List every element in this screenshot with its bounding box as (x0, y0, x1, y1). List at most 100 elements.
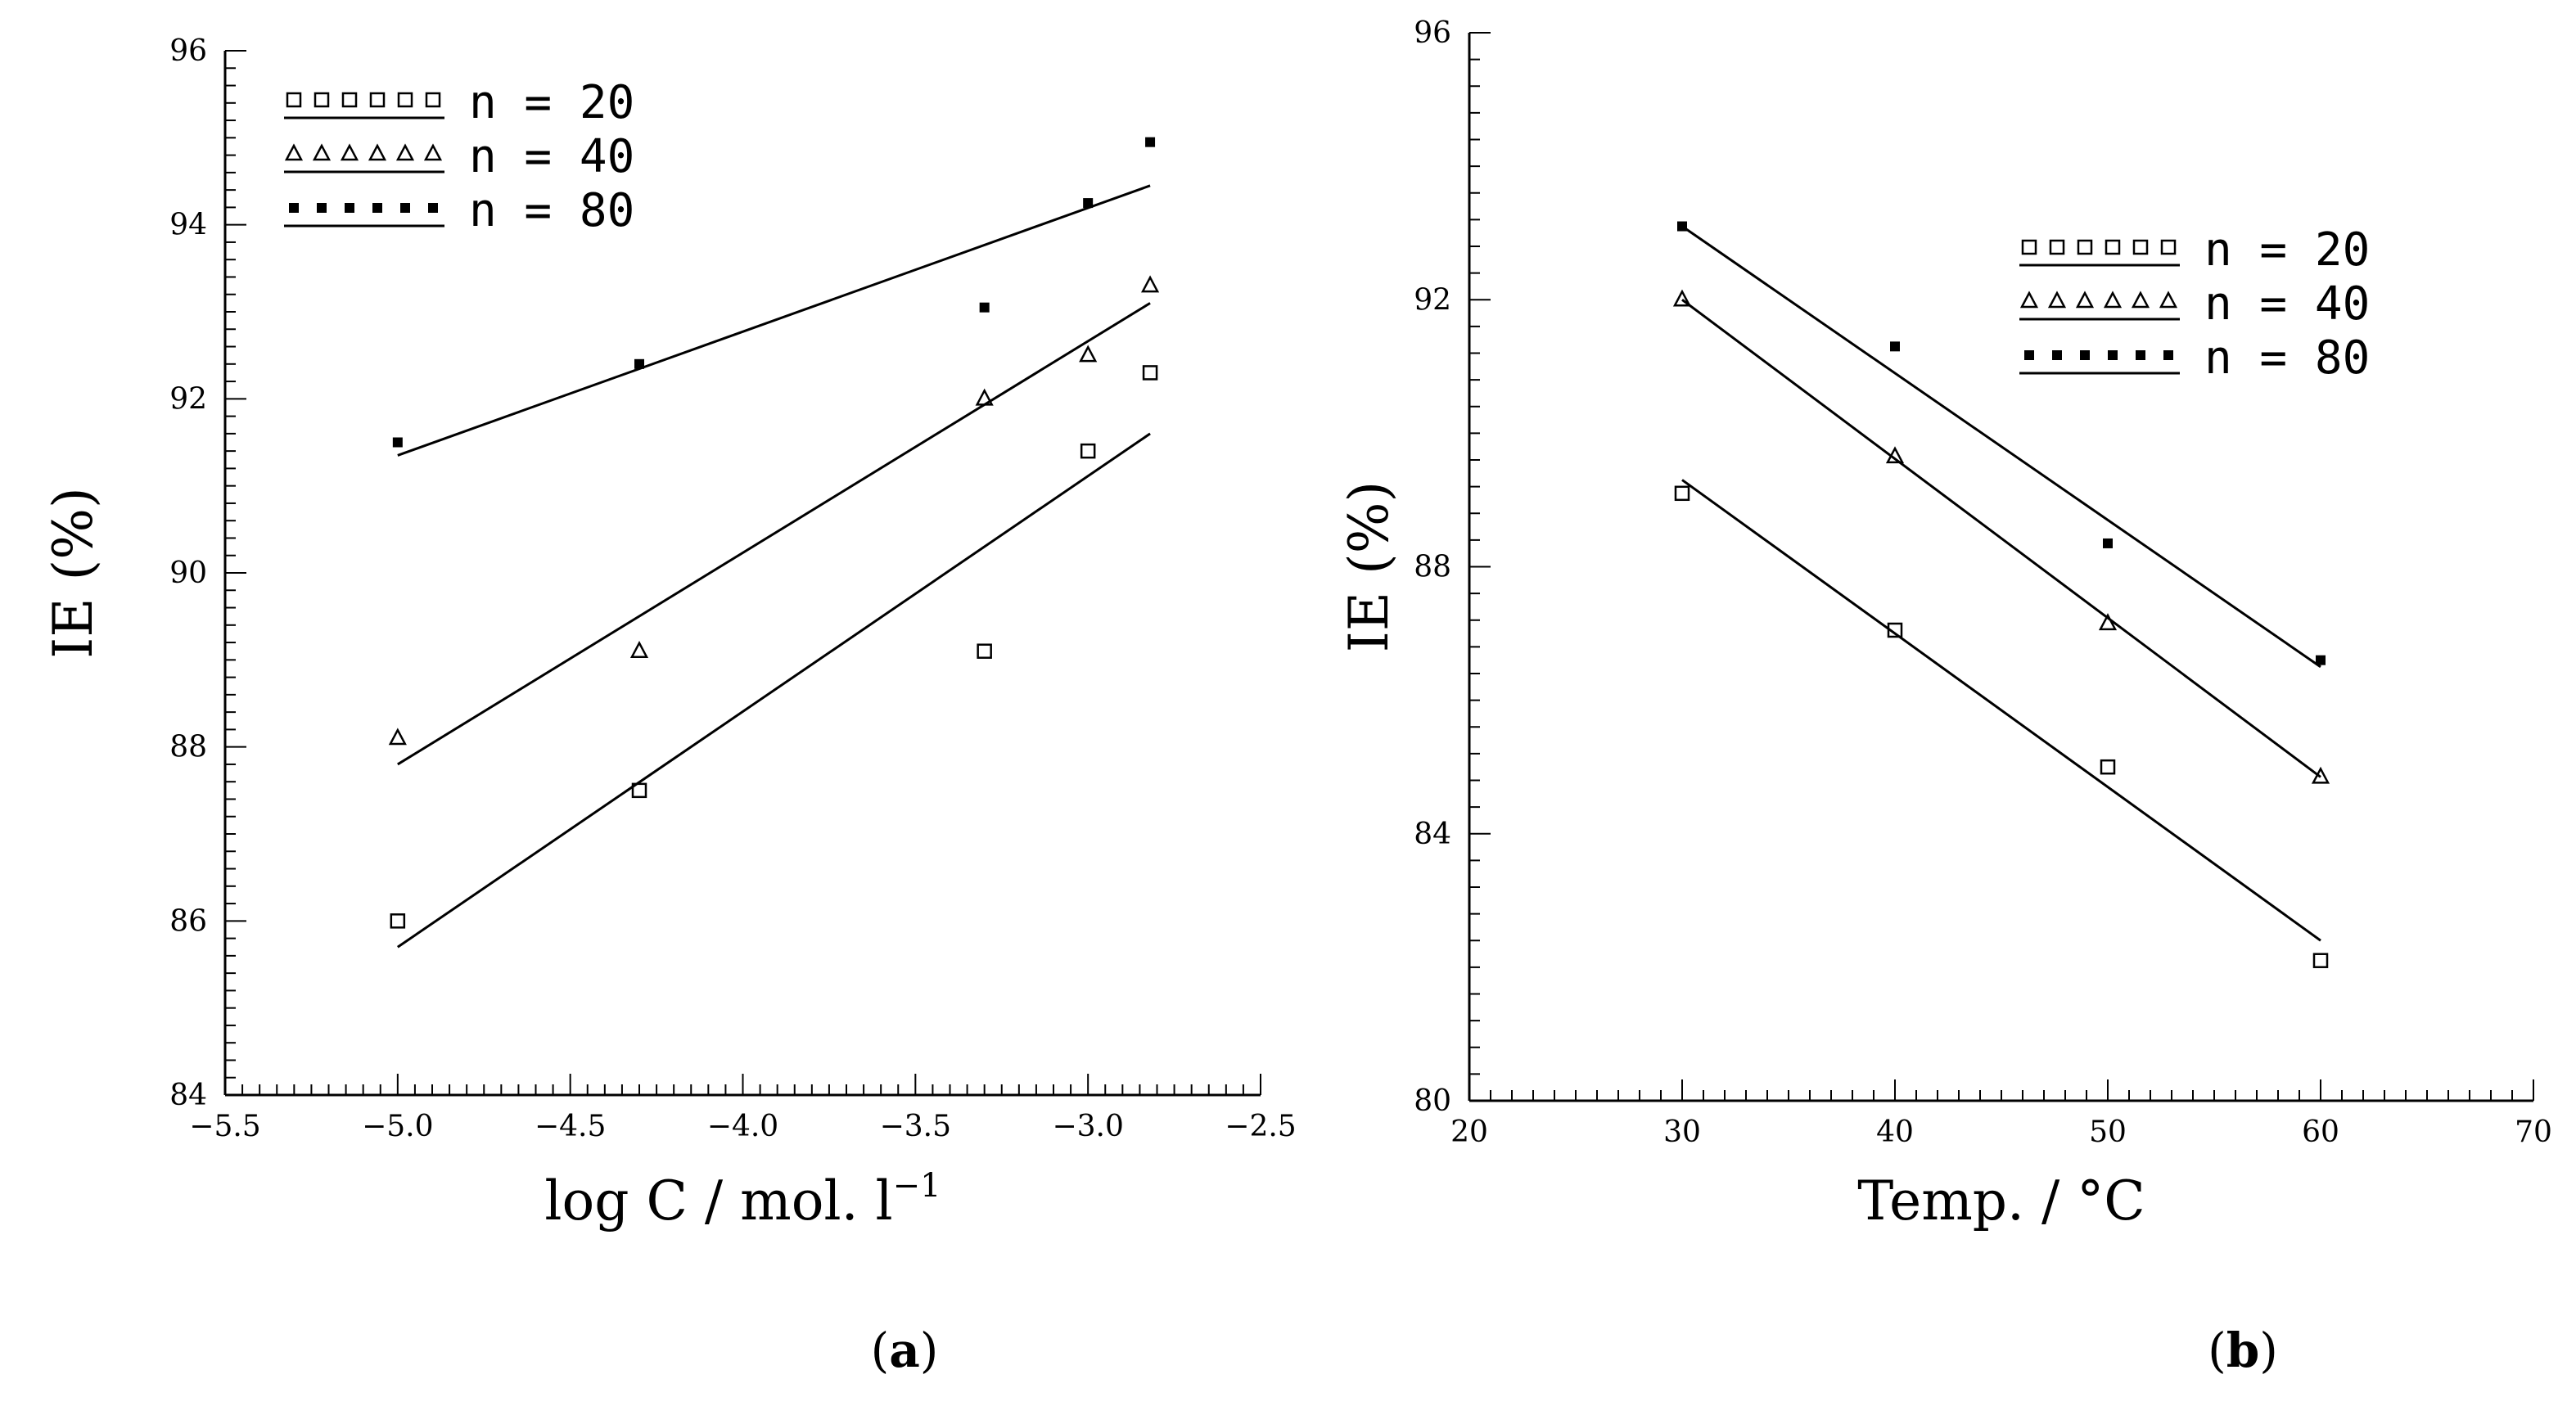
y-tick-label: 96 (1414, 16, 1451, 50)
legend-marker (2108, 350, 2118, 360)
legend-marker (423, 143, 443, 161)
legend-marker (2159, 291, 2178, 309)
series-square (390, 365, 1158, 949)
panel-label-open: ( (2208, 1323, 2226, 1378)
legend-marker (289, 203, 299, 213)
legend-marker (397, 92, 413, 108)
x-tick-label: −2.5 (1225, 1110, 1296, 1143)
legend-marker (2052, 350, 2062, 360)
data-point (392, 437, 403, 448)
chart-panel-b: 20 30 40 50 60 70 80 84 88 92 96 n = 20n = 40n = 80… (1338, 16, 2552, 1378)
x-axis-label-superscript: −1 (893, 1167, 941, 1205)
legend-marker (400, 203, 410, 213)
x-tick-label: −4.5 (535, 1110, 606, 1143)
legend-marker (2163, 350, 2173, 360)
y-axis-label: IE (%) (1338, 481, 1401, 652)
legend-marker (341, 92, 358, 108)
legend-label: n = 20 (469, 76, 634, 129)
data-point (2312, 953, 2329, 968)
x-tick-label: 60 (2302, 1115, 2339, 1149)
legend-marker (286, 92, 302, 108)
data-point (1080, 443, 1096, 459)
data-point (977, 643, 992, 659)
legend-marker (2049, 239, 2065, 255)
legend-marker (372, 203, 382, 213)
data-point (1890, 341, 1900, 352)
x-tick-label: −4.0 (707, 1110, 778, 1143)
legend: n = 20n = 40n = 80 (284, 76, 634, 237)
data-point (1674, 485, 1690, 502)
data-point (2311, 766, 2330, 784)
legend-marker (428, 203, 438, 213)
data-point (2103, 538, 2113, 548)
legend-marker (369, 92, 386, 108)
y-tick-label: 90 (169, 557, 207, 590)
legend: n = 20n = 40n = 80 (2019, 223, 2370, 385)
legend-marker (425, 92, 441, 108)
chart-panel-a: −5.5 −5.0 −4.5 −4.0 −3.5 −3.0 −2.5 84 86 88 90 92 94… (42, 34, 1297, 1378)
legend-marker (2021, 239, 2037, 255)
legend-marker (2160, 239, 2177, 255)
x-tick-label: −5.0 (362, 1110, 433, 1143)
legend-marker (312, 143, 332, 161)
series-dot (392, 137, 1156, 457)
y-tick-label: 84 (1414, 818, 1451, 851)
legend-marker (2132, 239, 2149, 255)
data-point (1887, 622, 1903, 638)
x-tick-label: −3.0 (1052, 1110, 1123, 1143)
data-point (2316, 655, 2326, 665)
fit-line (397, 184, 1151, 457)
legend-marker (2077, 239, 2093, 255)
x-tick-label: 40 (1876, 1115, 1914, 1149)
panel-label-letter: a (889, 1323, 920, 1378)
y-tick-label: 88 (1414, 551, 1451, 584)
legend-marker (2024, 350, 2034, 360)
legend-marker (2131, 291, 2150, 309)
legend-marker (395, 143, 415, 161)
x-tick-label: −3.5 (880, 1110, 951, 1143)
series-dot (1677, 221, 2326, 669)
fit-line (1681, 225, 2321, 669)
data-point (1677, 221, 1687, 232)
x-tick-label: 30 (1663, 1115, 1701, 1149)
y-tick-label: 84 (169, 1079, 207, 1112)
data-point (1142, 365, 1158, 381)
data-point (1145, 137, 1156, 147)
data-point (1083, 198, 1094, 209)
x-axis-label: log C / mol. l−1 (544, 1167, 941, 1233)
series-triangle (1672, 289, 2330, 784)
x-tick-label: −5.5 (189, 1110, 260, 1143)
y-tick-label: 92 (169, 382, 207, 416)
y-tick-label: 92 (1414, 283, 1451, 317)
data-point (1079, 345, 1098, 363)
legend-marker (317, 203, 327, 213)
series-triangle (388, 275, 1160, 766)
panel-label-close: ) (2259, 1323, 2278, 1378)
x-axis-label: Temp. / °C (1857, 1169, 2145, 1233)
y-axis-label: IE (%) (42, 487, 105, 658)
data-point (388, 728, 407, 746)
legend-marker (368, 143, 387, 161)
panel-label: (a) (871, 1323, 939, 1378)
panel-label-open: ( (871, 1323, 890, 1378)
x-axis-label-text: Temp. / °C (1857, 1169, 2145, 1233)
data-point (1672, 289, 1692, 307)
legend-marker (340, 143, 359, 161)
data-point (2098, 613, 2118, 631)
panel-label-letter: b (2226, 1323, 2260, 1378)
legend-marker (2047, 291, 2067, 309)
x-axis-label-text: log C / mol. l (544, 1169, 892, 1233)
y-tick-label: 86 (169, 904, 207, 938)
data-point (979, 302, 990, 313)
legend-marker (2075, 291, 2095, 309)
legend-marker (2136, 350, 2145, 360)
data-point (1885, 446, 1905, 464)
x-tick-label: 70 (2515, 1115, 2552, 1149)
legend-marker (2019, 291, 2039, 309)
y-tick-label: 88 (169, 731, 207, 764)
series-square (1674, 479, 2329, 968)
data-point (629, 641, 649, 658)
fit-line (1681, 479, 2321, 942)
legend-label: n = 40 (469, 130, 634, 183)
